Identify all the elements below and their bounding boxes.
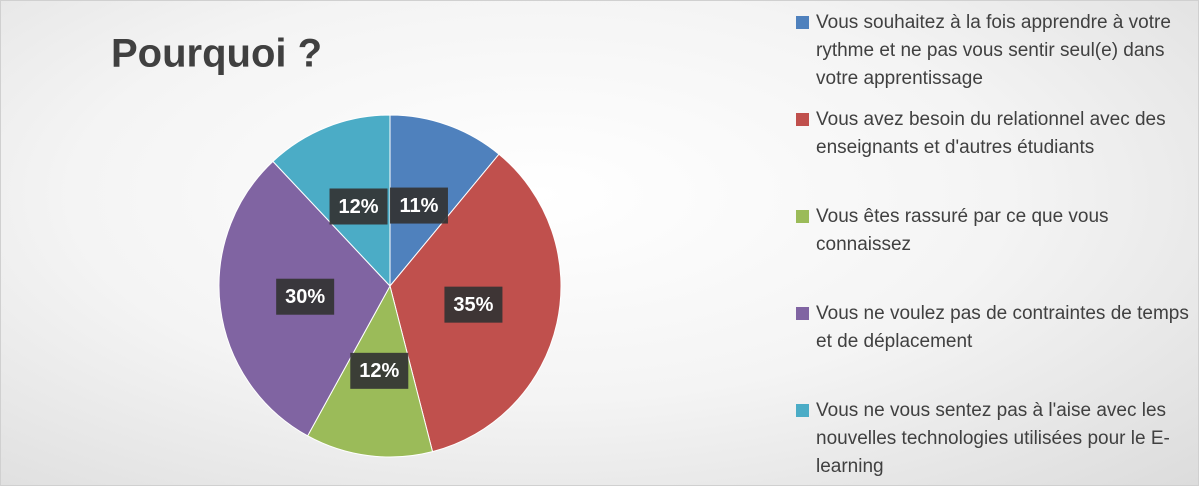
legend-swatch xyxy=(796,307,809,320)
chart-title: Pourquoi ? xyxy=(111,32,322,76)
data-label-box xyxy=(350,352,409,389)
data-label: 30% xyxy=(285,286,325,308)
legend-label: Vous ne voulez pas de contraintes de tem… xyxy=(816,303,1189,352)
legend-label: Vous ne vous sentez pas à l'aise avec le… xyxy=(816,400,1170,477)
data-label: 12% xyxy=(359,360,399,382)
legend-swatch xyxy=(796,210,809,223)
data-label-box xyxy=(329,188,388,225)
data-label-box xyxy=(276,278,335,315)
legend-item: Vous avez besoin du relationnel avec des… xyxy=(796,106,1191,162)
legend-item: Vous ne voulez pas de contraintes de tem… xyxy=(796,300,1191,356)
legend-item: Vous souhaitez à la fois apprendre à vot… xyxy=(796,9,1191,93)
legend-swatch xyxy=(796,113,809,126)
legend-label: Vous êtes rassuré par ce que vous connai… xyxy=(816,206,1109,255)
data-label: 12% xyxy=(339,196,379,218)
legend-swatch xyxy=(796,404,809,417)
legend-label: Vous avez besoin du relationnel avec des… xyxy=(816,109,1166,158)
data-label-box xyxy=(389,187,448,224)
data-label: 35% xyxy=(453,294,493,316)
legend-item: Vous êtes rassuré par ce que vous connai… xyxy=(796,203,1191,259)
data-label: 11% xyxy=(399,195,438,217)
data-label-box xyxy=(444,286,503,323)
legend-swatch xyxy=(796,16,809,29)
legend-item: Vous ne vous sentez pas à l'aise avec le… xyxy=(796,397,1191,481)
legend-label: Vous souhaitez à la fois apprendre à vot… xyxy=(816,12,1171,89)
